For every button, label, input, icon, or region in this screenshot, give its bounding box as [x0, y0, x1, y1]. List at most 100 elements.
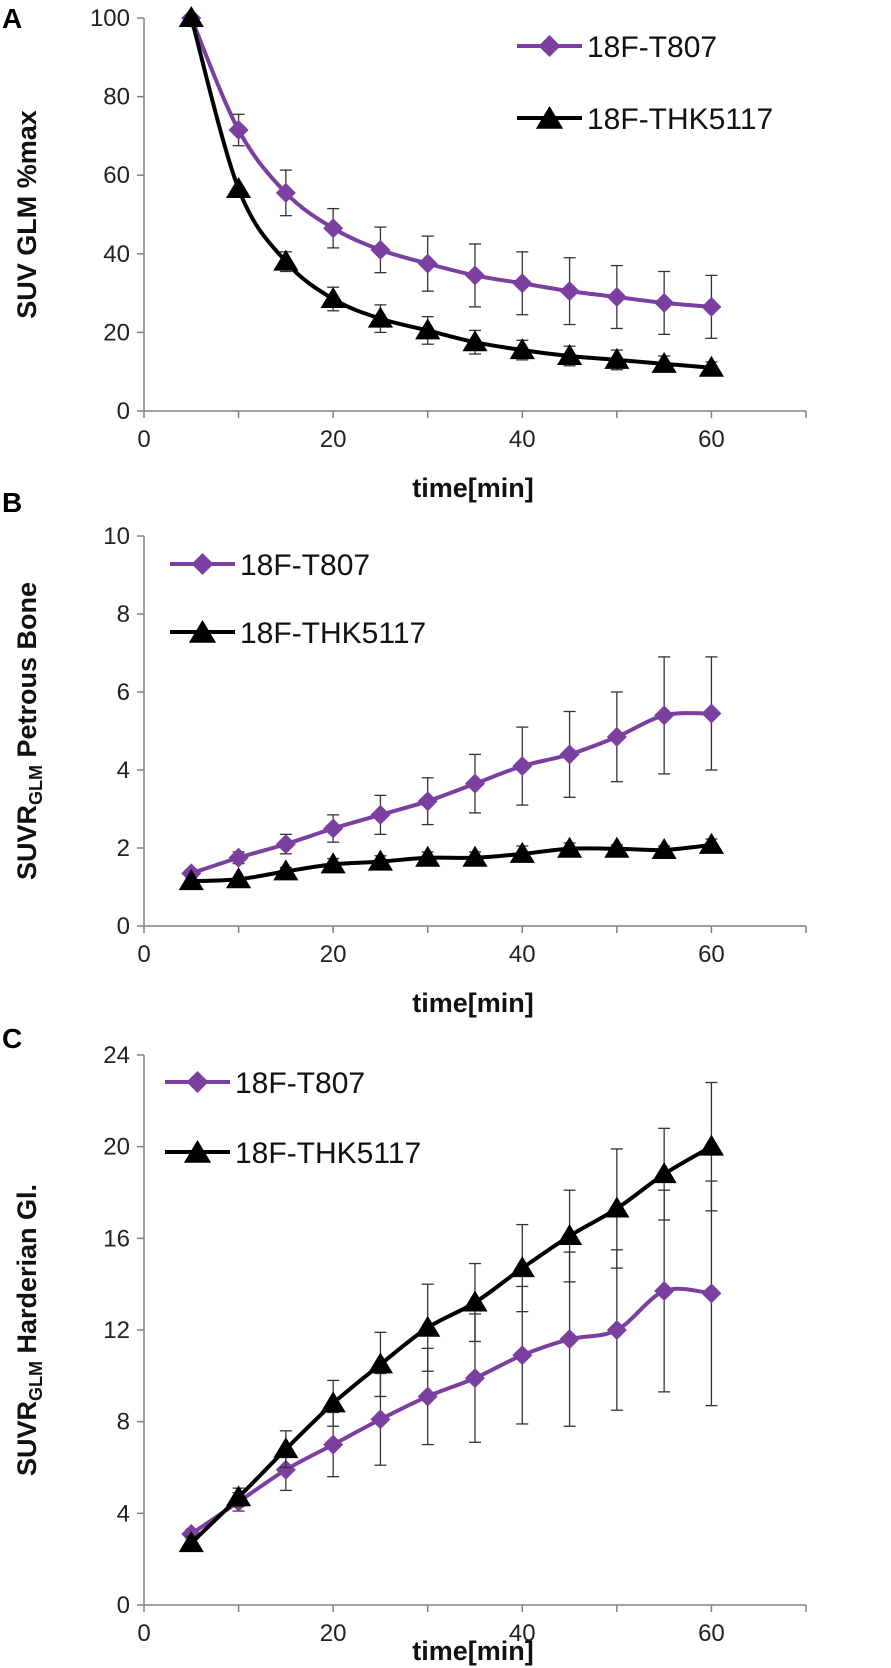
data-point: [415, 1315, 441, 1337]
data-point: [604, 836, 630, 858]
data-point: [415, 845, 441, 867]
data-point: [654, 292, 675, 313]
data-point: [606, 1320, 627, 1340]
data-point: [273, 1437, 299, 1459]
x-axis-label: time[min]: [412, 1636, 534, 1666]
legend-label: 18F-THK5117: [240, 617, 426, 650]
data-point: [509, 1256, 535, 1278]
y-tick-label: 4: [117, 1500, 130, 1527]
y-tick-label: 0: [117, 1592, 130, 1619]
legend-label: 18F-THK5117: [235, 1137, 421, 1170]
series-line: [189, 1144, 713, 1545]
data-point: [367, 849, 394, 871]
y-tick-label: 6: [117, 679, 130, 706]
data-point: [417, 253, 438, 274]
x-axis-label: time[min]: [412, 473, 534, 503]
y-tick-label: 24: [103, 1042, 130, 1069]
data-point: [509, 338, 535, 360]
data-point: [512, 756, 533, 777]
data-point: [367, 1352, 394, 1374]
data-point: [225, 1485, 252, 1507]
data-point: [698, 355, 725, 377]
legend-label: 18F-T807: [235, 1067, 365, 1100]
y-tick-label: 10: [103, 523, 130, 550]
data-point: [370, 239, 391, 260]
data-point: [556, 343, 583, 365]
data-point: [462, 845, 488, 867]
legend-label: 18F-T807: [240, 549, 370, 582]
y-axis-label: SUV GLM %max: [12, 110, 42, 319]
y-tick-label: 80: [103, 84, 130, 111]
data-point: [701, 1283, 722, 1304]
series-18f-thk5117: [178, 6, 725, 377]
y-tick-label: 20: [103, 1134, 130, 1161]
legend-marker: [183, 1140, 212, 1163]
chart-panel-b: B 0 2 4 6 8 10 0 20 40 60 time[min] SUVRGLM Petrous …: [2, 487, 807, 1018]
panel-letter: B: [2, 487, 22, 518]
legend-marker: [538, 35, 561, 57]
y-tick-label: 60: [103, 162, 130, 189]
data-point: [228, 847, 249, 868]
data-point: [178, 6, 204, 27]
y-tick-label: 2: [117, 835, 130, 862]
data-point: [654, 1281, 675, 1302]
data-point: [275, 1459, 296, 1480]
data-point: [273, 249, 299, 271]
data-point: [417, 791, 438, 812]
legend-label: 18F-T807: [587, 31, 717, 64]
data-point: [320, 1391, 346, 1413]
data-point: [320, 852, 346, 874]
data-point: [465, 1368, 485, 1389]
data-point: [512, 1345, 533, 1366]
series-18f-thk5117: [178, 832, 725, 891]
series-18f-thk5117: [178, 1081, 725, 1553]
x-tick-label: 0: [137, 426, 150, 453]
series-18f-t807: [181, 1180, 722, 1544]
data-point: [698, 1134, 725, 1156]
data-point: [651, 1162, 677, 1184]
data-point: [465, 773, 485, 794]
data-point: [509, 841, 535, 863]
y-tick-label: 12: [103, 1317, 130, 1344]
y-tick-label: 40: [103, 241, 130, 268]
y-tick-label: 8: [117, 1409, 130, 1436]
series-line: [190, 1286, 712, 1536]
data-point: [559, 744, 580, 765]
x-tick-label: 20: [320, 426, 347, 453]
data-point: [178, 1531, 204, 1553]
data-point: [512, 273, 533, 294]
legend-item: 18F-T807: [170, 549, 370, 582]
y-tick-label: 0: [117, 913, 130, 940]
data-point: [651, 837, 677, 859]
legend-marker: [191, 553, 214, 575]
data-point: [228, 120, 249, 141]
data-point: [370, 804, 391, 825]
data-point: [370, 1409, 391, 1430]
chart-panel-c: C 0 4 8 12 16 20 24 0 20 40 60 time[min] SUVRGLM Hard…: [2, 1023, 807, 1666]
y-axis-label: SUVRGLM Harderian Gl.: [12, 1184, 46, 1476]
data-point: [698, 832, 725, 854]
data-point: [417, 1386, 438, 1407]
data-point: [559, 281, 580, 302]
legend-marker: [186, 1071, 209, 1093]
x-tick-label: 20: [320, 1620, 347, 1647]
data-point: [654, 705, 675, 726]
series-18f-t807: [181, 8, 722, 339]
panel-letter: C: [2, 1023, 22, 1054]
legend-marker: [188, 620, 217, 643]
data-point: [701, 296, 722, 317]
data-point: [556, 836, 583, 858]
y-axis-label: SUVRGLM Petrous Bone: [12, 582, 46, 880]
data-point: [604, 347, 630, 369]
legend-item: 18F-THK5117: [170, 617, 426, 650]
data-point: [225, 867, 252, 889]
data-point: [273, 859, 299, 881]
data-point: [225, 176, 252, 198]
x-tick-label: 60: [698, 941, 725, 968]
y-tick-label: 20: [103, 319, 130, 346]
series-18f-t807: [181, 656, 722, 884]
data-point: [367, 306, 394, 328]
data-point: [606, 287, 627, 308]
data-point: [275, 182, 296, 203]
